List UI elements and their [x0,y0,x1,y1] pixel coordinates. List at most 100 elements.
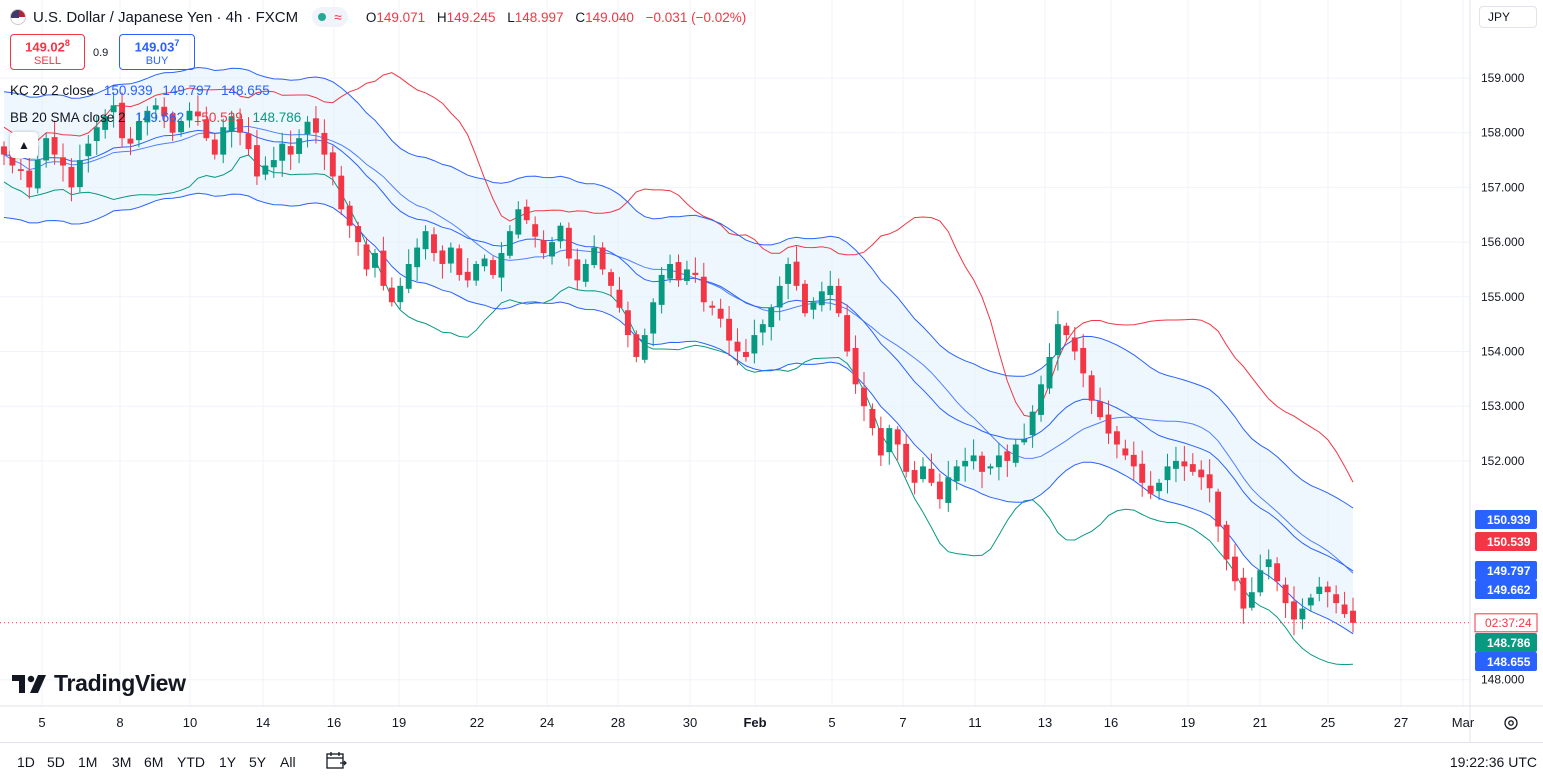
candle[interactable] [152,98,159,120]
kc-legend[interactable]: KC 20 2 close 150.939 149.797 148.655 [10,83,276,98]
candle[interactable] [431,227,437,262]
candle[interactable] [1307,593,1314,612]
candle[interactable] [422,225,429,260]
candle[interactable] [1291,586,1297,636]
candle[interactable] [861,372,867,422]
candle[interactable] [203,106,210,141]
range-ytd[interactable]: YTD [177,754,205,770]
candle[interactable] [1316,576,1323,602]
candle[interactable] [304,116,311,148]
candle[interactable] [726,305,733,356]
candle[interactable] [397,277,404,310]
candle[interactable] [1080,334,1087,388]
symbol-title[interactable]: U.S. Dollar / Japanese Yen · 4h · FXCM [33,8,299,26]
candle[interactable] [675,254,682,287]
candle[interactable] [1012,438,1019,467]
candle[interactable] [76,144,83,193]
candle[interactable] [1350,597,1356,633]
candle[interactable] [802,279,808,317]
candle[interactable] [549,236,555,265]
candle[interactable] [1046,343,1053,395]
candle[interactable] [220,118,227,164]
candle[interactable] [1341,591,1348,618]
candle[interactable] [700,262,707,312]
candle[interactable] [633,330,640,363]
candle[interactable] [1206,459,1213,503]
candle[interactable] [329,145,336,186]
candle[interactable] [26,154,33,199]
candle[interactable] [279,132,286,177]
candle[interactable] [599,242,606,275]
range-1m[interactable]: 1M [78,754,98,770]
candle[interactable] [785,257,792,300]
candle[interactable] [987,463,994,475]
candle[interactable] [970,439,977,470]
candle[interactable] [194,95,201,126]
candle[interactable] [1299,598,1306,630]
candle[interactable] [1282,577,1289,619]
candle[interactable] [818,281,825,312]
range-1y[interactable]: 1Y [219,754,237,770]
candle[interactable] [911,461,918,495]
candle[interactable] [321,119,328,171]
candle[interactable] [119,92,125,147]
candle[interactable] [869,403,876,436]
candle[interactable] [936,473,943,509]
candle[interactable] [211,132,218,160]
settings-gear-icon[interactable] [1502,714,1520,732]
range-1d[interactable]: 1D [17,754,35,770]
range-5y[interactable]: 5Y [249,754,267,770]
candle[interactable] [835,278,842,318]
candle[interactable] [920,457,926,483]
candle[interactable] [144,106,151,136]
candle[interactable] [945,460,952,512]
candle[interactable] [85,134,92,173]
utc-clock[interactable]: 19:22:36 UTC [1449,754,1537,770]
candle[interactable] [717,298,724,328]
candle[interactable] [886,424,893,465]
candle[interactable] [1029,405,1036,448]
candle[interactable] [953,459,960,491]
candle[interactable] [68,158,75,202]
candle[interactable] [759,319,766,346]
candle[interactable] [658,267,665,314]
candle[interactable] [178,116,185,137]
candle[interactable] [844,304,851,357]
candle[interactable] [506,225,513,259]
candle[interactable] [1122,439,1129,461]
candle[interactable] [456,244,463,281]
candle[interactable] [751,319,758,364]
candle[interactable] [93,115,100,155]
candle[interactable] [1198,460,1205,490]
candle[interactable] [574,248,581,291]
candle[interactable] [405,249,412,294]
candle[interactable] [1257,554,1264,597]
candle[interactable] [498,242,505,292]
candle[interactable] [447,242,454,273]
candle[interactable] [540,230,547,260]
candle[interactable] [127,126,134,156]
candle[interactable] [903,434,910,478]
candle[interactable] [287,130,294,170]
candle[interactable] [1113,425,1120,459]
range-6m[interactable]: 6M [144,754,164,770]
candle[interactable] [1105,400,1112,445]
candle[interactable] [734,328,741,366]
candle[interactable] [768,304,775,341]
candle[interactable] [169,111,176,142]
candle[interactable] [810,297,817,320]
candle[interactable] [591,235,598,269]
candle[interactable] [877,416,884,466]
candle[interactable] [1038,375,1044,422]
candle[interactable] [1021,423,1028,446]
candle[interactable] [928,453,935,486]
collapse-legend-button[interactable]: ▲ [10,132,38,158]
tradingview-logo[interactable]: TradingView [12,670,186,697]
candle[interactable] [641,328,648,364]
candle[interactable] [793,246,800,291]
range-5d[interactable]: 5D [47,754,65,770]
candle[interactable] [296,129,303,164]
candle[interactable] [1274,557,1281,592]
candle[interactable] [1223,520,1230,571]
candle[interactable] [565,222,572,267]
